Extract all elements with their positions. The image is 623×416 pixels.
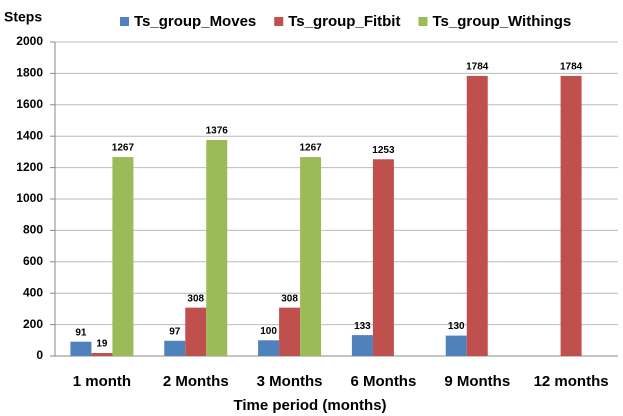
y-tick-label: 1200 [16, 160, 43, 174]
x-tick-label: 2 Months [163, 373, 229, 390]
bar [466, 75, 488, 357]
y-tick-label: 200 [23, 317, 43, 331]
bar [206, 139, 228, 356]
x-tick-label: 1 month [73, 373, 131, 390]
bar [70, 341, 92, 356]
x-tick-label: 9 Months [444, 373, 510, 390]
bar [372, 159, 394, 356]
value-label: 97 [169, 326, 181, 337]
y-tick-label: 400 [23, 285, 43, 299]
value-label: 133 [354, 321, 371, 332]
value-label: 308 [187, 293, 204, 304]
value-label: 1267 [112, 143, 135, 154]
x-tick-label: 12 months [534, 373, 609, 390]
value-label: 1784 [466, 62, 489, 73]
value-label: 1267 [299, 143, 322, 154]
y-tick-label: 1000 [16, 191, 43, 205]
value-label: 1376 [206, 126, 229, 137]
bar [164, 340, 186, 356]
y-tick-label: 2000 [16, 34, 43, 48]
bar [279, 307, 301, 356]
legend-label: Ts_group_Withings [432, 13, 571, 30]
value-label: 91 [75, 327, 87, 338]
bar [351, 335, 373, 356]
bar [91, 353, 113, 356]
bar [560, 75, 582, 357]
y-tick-label: 600 [23, 254, 43, 268]
value-label: 1784 [560, 62, 583, 73]
bar [185, 307, 207, 356]
bar [300, 157, 322, 356]
legend-swatch [274, 17, 284, 26]
legend-label: Ts_group_Fitbit [288, 13, 400, 30]
legend-swatch [120, 17, 129, 26]
bar [258, 340, 280, 356]
value-label: 130 [448, 321, 465, 332]
bar [445, 335, 467, 356]
x-tick-label: 3 Months [257, 373, 323, 390]
value-label: 308 [281, 293, 298, 304]
x-axis-label: Time period (months) [233, 397, 386, 414]
x-tick-label: 6 Months [350, 373, 416, 390]
legend-swatch [418, 17, 428, 26]
bar [112, 157, 134, 356]
y-axis-label: Steps [4, 9, 42, 25]
value-label: 19 [96, 339, 108, 350]
y-tick-label: 800 [23, 223, 43, 237]
y-tick-label: 1600 [16, 97, 43, 111]
value-label: 100 [260, 326, 277, 337]
y-tick-label: 1400 [16, 128, 43, 142]
y-tick-label: 0 [36, 348, 43, 362]
legend-label: Ts_group_Moves [134, 13, 256, 30]
y-tick-label: 1800 [16, 66, 43, 80]
value-label: 1253 [372, 145, 395, 156]
